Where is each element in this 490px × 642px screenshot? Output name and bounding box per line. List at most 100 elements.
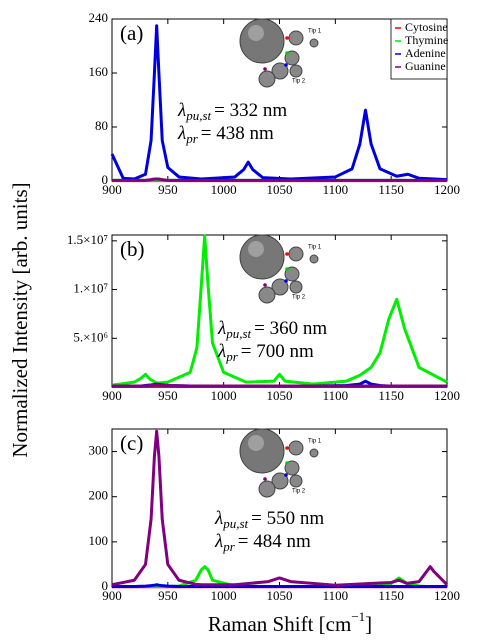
y-tick-label: 80 [95,118,108,133]
y-tick-label: 5.×10⁶ [73,329,108,344]
x-tick-label: 1100 [323,588,349,603]
inset-sphere [288,246,304,262]
inset-sphere [248,435,264,451]
series-line [111,234,448,387]
annotation-rest: = 700 nm [241,341,314,362]
x-tick-label: 1000 [211,388,237,403]
annotation-rest: = 360 nm [254,318,327,339]
annotation: λpr = 700 nm [217,341,314,364]
x-tick-label: 900 [102,588,122,603]
inset-sphere [309,38,319,48]
inset-label: Tip 2 [292,295,306,301]
inset-label: Tip 1 [308,439,322,445]
annotation-rest: = 484 nm [238,531,311,552]
x-tick-label: 950 [158,182,178,197]
legend-label: Cytosine [405,20,448,34]
inset-sphere [239,428,285,474]
annotation-symbol: λ [214,508,223,529]
inset-sphere [288,440,304,456]
inset-label: Tip 1 [308,29,322,35]
y-tick-label: 160 [89,64,109,79]
inset-sphere [239,234,285,280]
inset-sphere [289,64,303,78]
y-tick-label: 1.5×10⁷ [67,232,108,247]
series-line [112,565,447,589]
x-tick-label: 950 [158,588,178,603]
annotation-sub: pr [225,349,239,364]
x-tick-label: 1050 [267,388,293,403]
x-axis-label-text: Raman Shift [cm [208,612,351,636]
annotation: λpr = 484 nm [214,531,311,554]
x-tick-label: 900 [102,388,122,403]
y-tick-label: 100 [89,533,109,548]
y-tick-label: 1.×10⁷ [73,281,108,296]
annotation: λpr = 438 nm [177,123,274,146]
inset-label: Tip 2 [292,79,306,85]
inset-sphere [271,62,289,80]
inset-label: Tip 1 [308,245,322,251]
annotation-symbol: λ [177,100,186,121]
inset-sphere [248,25,264,41]
inset-sphere [284,266,300,282]
inset-dot [285,252,289,256]
y-tick-label: 300 [89,443,109,458]
y-tick-label: 0 [102,578,109,593]
annotation: λpu,st = 550 nm [214,508,324,531]
annotation-symbol: λ [217,341,226,362]
y-tick-label: 240 [89,10,109,25]
x-axis-label-close: ] [365,612,372,636]
annotation-sub: pu,st [185,108,211,123]
inset-sphere [284,50,300,66]
inset-dot [285,461,289,465]
inset-sphere [258,480,276,498]
legend-label: Adenine [405,46,446,60]
annotation-rest: = 438 nm [201,123,274,144]
x-tick-label: 950 [158,388,178,403]
inset-sphere [284,460,300,476]
y-tick-label: 0 [102,172,109,187]
inset-sphere [248,241,264,257]
x-tick-label: 1150 [378,182,404,197]
inset-sphere [258,286,276,304]
inset-dot [263,283,267,287]
inset-sphere [239,18,285,64]
x-axis-label-sup: −1 [351,609,365,624]
inset-dot [285,51,289,55]
inset-dot [263,67,267,71]
inset-sphere [271,278,289,296]
annotation-symbol: λ [214,531,223,552]
panel-label: (a) [120,21,143,45]
series-line [112,583,447,589]
inset-dot [285,36,289,40]
annotation-sub: pu,st [222,516,248,531]
inset-sphere [289,280,303,294]
annotation: λpu,st = 332 nm [177,100,287,123]
legend-label: Thymine [405,33,448,47]
annotation-symbol: λ [217,318,226,339]
x-tick-label: 1200 [434,388,460,403]
y-axis-label: Normalized Intensity [arb. units] [8,182,32,457]
x-tick-label: 1050 [267,182,293,197]
panel-label: (b) [120,237,145,261]
inset-sphere [309,448,319,458]
inset-label: Tip 2 [292,489,306,495]
legend-label: Guanine [405,59,446,73]
inset-dot [285,446,289,450]
annotation: λpu,st = 360 nm [217,318,327,341]
inset-dot [284,279,288,283]
x-tick-label: 1100 [323,182,349,197]
x-tick-label: 1200 [434,182,460,197]
inset-dot [284,63,288,67]
series-line [110,24,448,182]
inset-sphere [309,254,319,264]
annotation-rest: = 332 nm [214,100,287,121]
x-tick-label: 1000 [211,182,237,197]
y-tick-label: 200 [89,488,109,503]
x-tick-label: 1050 [267,588,293,603]
x-tick-label: 1000 [211,588,237,603]
inset-sphere [271,472,289,490]
series-line [112,383,447,388]
legend-box [390,18,448,80]
annotation-rest: = 550 nm [251,508,324,529]
